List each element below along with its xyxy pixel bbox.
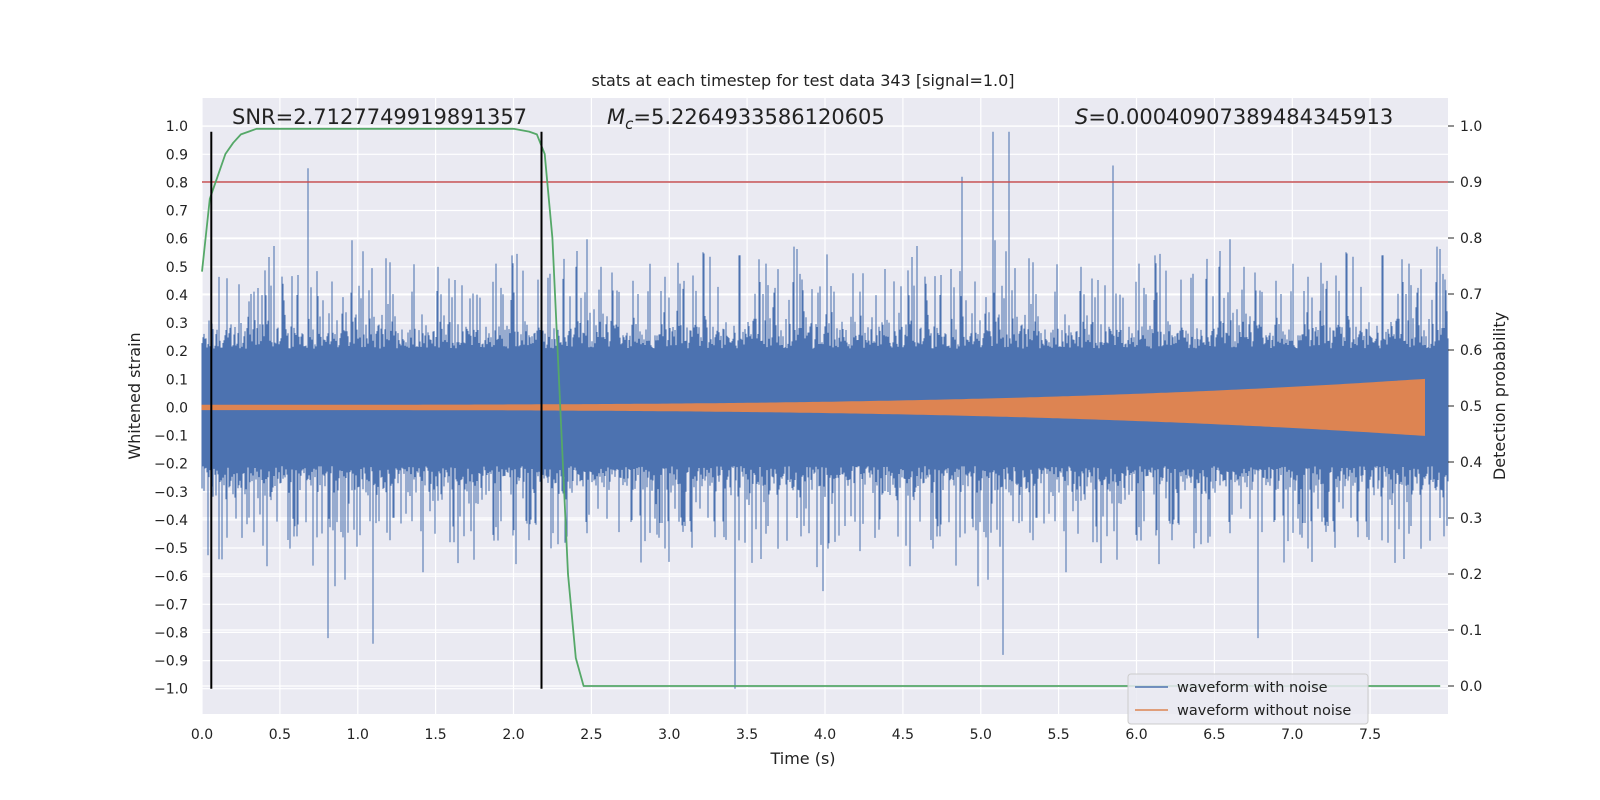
x-tick-label: 0.5: [269, 727, 291, 743]
y2-tick-label: 0.0: [1460, 679, 1482, 695]
legend-box: [1127, 673, 1369, 725]
y-tick-label: −0.8: [154, 625, 188, 641]
x-tick-label: 4.0: [814, 727, 836, 743]
y-tick-label: −0.7: [154, 597, 188, 613]
probability-layer: [201, 127, 1441, 687]
y-axis-label: Whitened strain: [125, 332, 144, 459]
y2-tick-label: 0.2: [1460, 567, 1482, 583]
snr-annotation: SNR=2.7127749919891357: [232, 105, 527, 129]
x-tick-label: 3.5: [736, 727, 758, 743]
y2-tick-label: 0.3: [1460, 511, 1482, 527]
y-tick-label: −0.2: [154, 457, 188, 473]
y2-axis-label: Detection probability: [1490, 312, 1509, 480]
x-tick-label: 4.5: [892, 727, 914, 743]
s-annotation: S=0.00040907389484345913: [1075, 105, 1393, 129]
x-tick-label: 2.5: [580, 727, 602, 743]
y-tick-label: 0.1: [166, 372, 188, 388]
y-tick-label: −0.5: [154, 541, 188, 557]
y-tick-label: −0.9: [154, 654, 188, 670]
clean-waveform: [201, 378, 1425, 436]
y-tick-label: 0.4: [166, 288, 188, 304]
x-tick-label: 7.0: [1281, 727, 1303, 743]
x-tick-label: 5.5: [1047, 727, 1069, 743]
y2-tick-label: 0.7: [1460, 287, 1482, 303]
y-tick-label: −0.1: [154, 429, 188, 445]
s-symbol: S: [1075, 105, 1088, 129]
y-tick-label: 0.3: [166, 316, 188, 332]
y2-tick-label: 0.8: [1460, 231, 1482, 247]
y-tick-label: 1.0: [166, 119, 188, 135]
y-tick-label: 0.6: [166, 232, 188, 248]
x-tick-label: 7.5: [1359, 727, 1381, 743]
y2-tick-label: 0.9: [1460, 175, 1482, 191]
x-tick-label: 2.0: [502, 727, 524, 743]
s-value: =0.00040907389484345913: [1088, 105, 1393, 129]
y2-tick-label: 0.6: [1460, 343, 1482, 359]
y2-tick-label: 0.1: [1460, 623, 1482, 639]
mc-subscript: c: [625, 115, 634, 133]
x-tick-label: 6.0: [1125, 727, 1147, 743]
y-tick-label: 0.7: [166, 204, 188, 220]
legend-label-clean: waveform without noise: [1177, 703, 1351, 719]
legend-label-noise: waveform with noise: [1177, 680, 1328, 696]
x-tick-label: 1.0: [347, 727, 369, 743]
y-tick-label: −0.6: [154, 569, 188, 585]
y-tick-label: 0.8: [166, 175, 188, 191]
y-tick-label: −1.0: [154, 682, 188, 698]
mc-annotation: Mc=5.2264933586120605: [607, 105, 885, 133]
x-tick-label: 1.5: [424, 727, 446, 743]
y-tick-label: 0.9: [166, 147, 188, 163]
y2-tick-label: 1.0: [1460, 119, 1482, 135]
mc-value: =5.2264933586120605: [633, 105, 884, 129]
tick-labels: 0.0 0.5 1.0 1.5 2.0 2.5 3.0 3.5 4.0 4.5 5.0 5.5 6.0 6…: [154, 119, 1482, 743]
x-tick-label: 3.0: [658, 727, 680, 743]
y-tick-label: −0.3: [154, 485, 188, 501]
x-tick-label: 5.0: [970, 727, 992, 743]
x-tick-label: 6.5: [1203, 727, 1225, 743]
y-tick-label: −0.4: [154, 513, 188, 529]
probability-line: [201, 127, 1441, 687]
vline-layer: [210, 131, 543, 689]
y-tick-label: 0.5: [166, 260, 188, 276]
x-tick-label: 0.0: [191, 727, 213, 743]
chart-title: stats at each timestep for test data 343…: [591, 71, 1014, 90]
legend: waveform with noise waveform without noi…: [1127, 673, 1369, 725]
mc-symbol: M: [607, 105, 625, 129]
y2-tick-label: 0.5: [1460, 399, 1482, 415]
x-axis-label: Time (s): [769, 749, 835, 768]
y2-tick-label: 0.4: [1460, 455, 1482, 471]
y-tick-label: 0.0: [166, 400, 188, 416]
y-tick-label: 0.2: [166, 344, 188, 360]
